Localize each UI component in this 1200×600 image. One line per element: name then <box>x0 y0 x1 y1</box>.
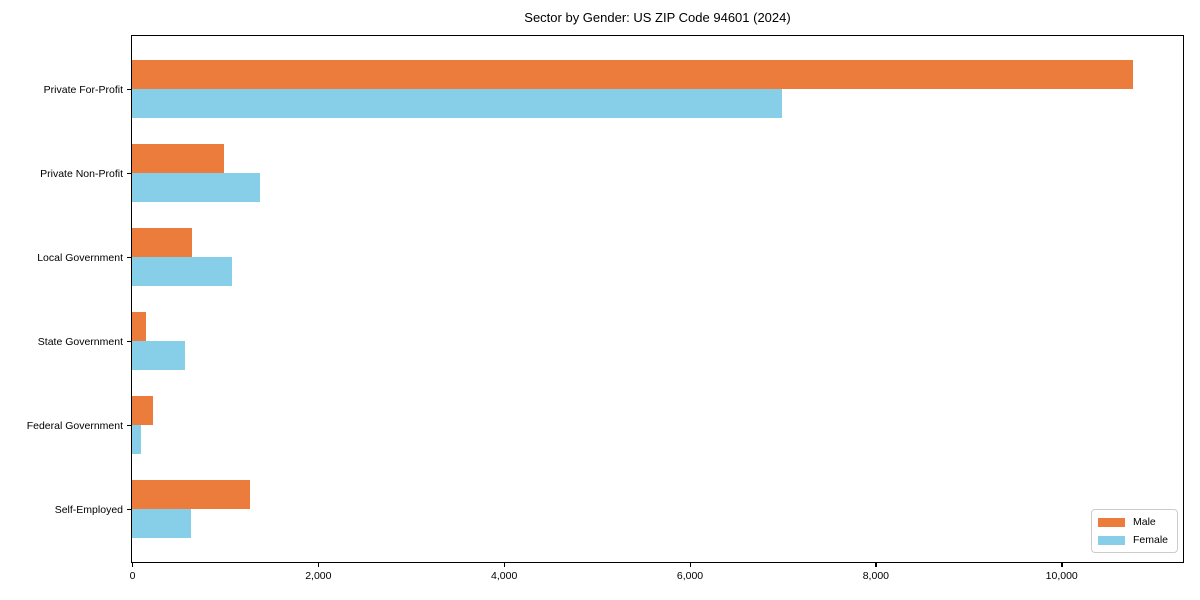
legend-swatch-female <box>1098 535 1125 545</box>
bar-female-federal-government <box>132 425 141 454</box>
xtick-mark <box>875 563 877 567</box>
bar-female-private-for-profit <box>132 89 782 118</box>
xtick-label-6-000: 6,000 <box>676 570 704 582</box>
xtick-mark <box>1061 563 1063 567</box>
ytick-mark <box>127 425 131 427</box>
bar-male-self-employed <box>132 480 250 509</box>
xtick-label-10-000: 10,000 <box>1045 570 1078 582</box>
legend-swatch-male <box>1098 517 1125 527</box>
ytick-label-self-employed: Self-Employed <box>54 503 123 516</box>
bar-female-private-non-profit <box>132 173 260 202</box>
ytick-label-private-non-profit: Private Non-Profit <box>40 167 123 180</box>
legend-label-male: Male <box>1133 516 1156 528</box>
xtick-label-2-000: 2,000 <box>305 570 332 582</box>
xtick-label-0: 0 <box>129 570 136 582</box>
ytick-mark <box>127 257 131 259</box>
bar-male-local-government <box>132 228 192 257</box>
ytick-mark <box>127 341 131 343</box>
ytick-mark <box>127 89 131 91</box>
xtick-label-8-000: 8,000 <box>862 570 889 582</box>
legend-label-female: Female <box>1133 534 1169 546</box>
ytick-mark <box>127 509 131 511</box>
legend-row-female: Female <box>1098 534 1171 546</box>
ytick-label-private-for-profit: Private For-Profit <box>43 83 123 96</box>
ytick-label-federal-government: Federal Government <box>26 419 123 432</box>
bar-female-state-government <box>132 341 185 370</box>
bar-male-private-non-profit <box>132 144 224 173</box>
xtick-mark <box>689 563 691 567</box>
bar-male-state-government <box>132 312 146 341</box>
ytick-label-local-government: Local Government <box>37 251 123 264</box>
bar-female-self-employed <box>132 509 191 538</box>
bar-female-local-government <box>132 257 232 286</box>
plot-area <box>131 35 1184 563</box>
xtick-mark <box>317 563 320 567</box>
bar-male-private-for-profit <box>132 60 1133 89</box>
ytick-mark <box>127 173 131 175</box>
legend: Male Female <box>1091 509 1178 553</box>
chart-title: Sector by Gender: US ZIP Code 94601 (202… <box>524 10 791 25</box>
bar-male-federal-government <box>132 396 153 425</box>
xtick-mark <box>132 563 134 567</box>
xtick-mark <box>503 563 505 567</box>
xtick-label-4-000: 4,000 <box>491 570 518 582</box>
ytick-label-state-government: State Government <box>37 335 123 348</box>
legend-row-male: Male <box>1098 516 1171 528</box>
